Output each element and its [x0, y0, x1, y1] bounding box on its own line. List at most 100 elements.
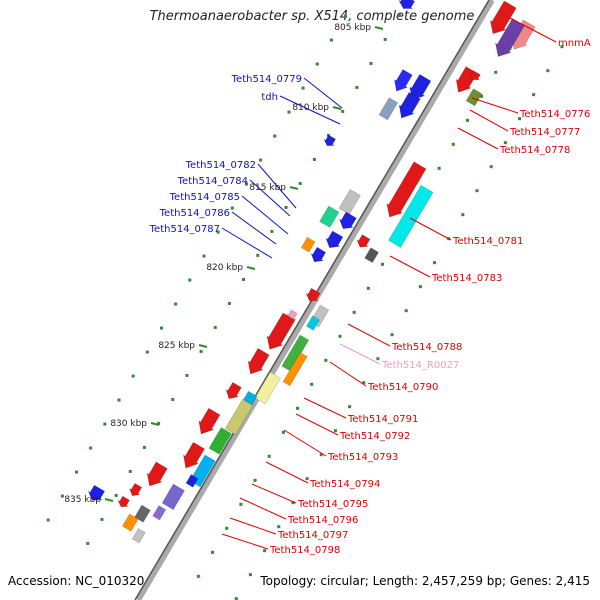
tick-mark	[196, 574, 200, 578]
scale-label: 805 kbp	[334, 23, 371, 33]
gene-feature	[338, 188, 361, 215]
right-gene-label: Teth514_0791	[347, 414, 418, 425]
gene-feature	[455, 66, 478, 93]
tick-mark	[418, 285, 422, 289]
tick-mark	[338, 334, 342, 338]
tick-mark	[131, 374, 135, 378]
tick-mark	[366, 286, 370, 290]
gene-feature	[128, 482, 143, 496]
tick-mark	[239, 502, 243, 506]
scale-label: 815 kbp	[249, 183, 286, 193]
tick-mark	[369, 61, 373, 65]
gene-feature	[152, 505, 167, 521]
gene-feature	[122, 513, 139, 532]
gene-feature	[356, 234, 371, 248]
gene-feature	[305, 287, 321, 302]
right-gene-label: Teth514_0781	[452, 236, 523, 247]
tick-mark	[253, 478, 257, 482]
gene-feature	[469, 70, 481, 81]
right-gene-label: Teth514_0798	[269, 545, 340, 556]
gene-feature	[325, 230, 344, 249]
tick-mark	[244, 182, 248, 186]
gene-feature	[146, 461, 168, 487]
tick-mark	[273, 134, 277, 138]
scale-label: 835 kbp	[64, 495, 101, 505]
gene-feature	[378, 97, 399, 121]
gene-feature	[398, 92, 421, 119]
tick-mark	[383, 37, 387, 41]
tick-mark	[546, 69, 550, 73]
tick-mark	[517, 117, 521, 121]
gene-feature	[247, 348, 270, 375]
right-gene-label: Teth514_0788	[391, 342, 462, 353]
tick-mark	[362, 381, 366, 385]
left-gene-label: Teth514_0779	[231, 74, 302, 85]
tick-mark	[291, 501, 295, 505]
gene-feature	[319, 205, 340, 228]
scale-label: 820 kbp	[206, 263, 243, 273]
gene-feature	[282, 352, 308, 387]
tick-mark	[284, 205, 288, 209]
tick-mark	[248, 573, 252, 577]
gene-feature	[224, 398, 254, 435]
tick-mark	[560, 45, 564, 49]
label-lines	[221, 17, 557, 550]
tick-mark	[267, 454, 271, 458]
right-gene-label: mnmA	[558, 38, 591, 49]
scale-label: 825 kbp	[158, 341, 195, 351]
tick-mark	[117, 398, 121, 402]
tick-mark	[348, 405, 352, 409]
tick-mark	[128, 469, 132, 473]
gene-feature	[398, 0, 415, 9]
tick-mark	[256, 253, 260, 257]
tick-mark	[376, 357, 380, 361]
tick-mark	[503, 141, 507, 145]
gene-feature	[489, 0, 517, 35]
tick-mark	[298, 181, 302, 185]
gene-feature	[465, 88, 483, 107]
tick-mark	[211, 550, 215, 554]
tick-mark	[142, 445, 146, 449]
tick-mark	[75, 470, 79, 474]
tick-mark	[532, 93, 536, 97]
tick-mark	[103, 422, 107, 426]
tick-mark	[341, 109, 345, 113]
tick-mark	[213, 325, 217, 329]
scale-layer: 805 kbp 810 kbp 815 kbp 820 kbp 825 kbp 830 k…	[64, 23, 384, 505]
tick-mark	[157, 421, 161, 425]
tick-mark	[114, 493, 118, 497]
tick-mark	[277, 525, 281, 529]
tick-mark	[319, 453, 323, 457]
tick-mark	[281, 430, 285, 434]
tick-mark	[390, 333, 394, 337]
tick-mark	[199, 349, 203, 353]
tick-mark	[202, 254, 206, 258]
tick-mark	[480, 94, 484, 98]
right-gene-label: Teth514_0796	[287, 515, 358, 526]
right-gene-label: Teth514_0794	[309, 479, 380, 490]
gene-feature	[208, 427, 232, 455]
tick-mark	[270, 229, 274, 233]
tick-mark	[312, 157, 316, 161]
tick-mark	[333, 429, 337, 433]
gene-feature	[310, 246, 327, 263]
gene-feature	[495, 18, 525, 57]
tick-mark	[494, 70, 498, 74]
tick-mark	[227, 301, 231, 305]
tick-mark	[230, 206, 234, 210]
map-title: Thermoanaerobacter sp. X514, complete ge…	[149, 9, 475, 24]
genome-summary: Topology: circular; Length: 2,457,259 bp…	[260, 574, 590, 588]
gene-feature	[338, 211, 357, 230]
tick-mark	[89, 446, 93, 450]
tick-mark	[216, 230, 220, 234]
gene-feature	[131, 528, 146, 544]
right-gene-label: Teth514_0776	[519, 109, 590, 120]
tick-mark	[259, 158, 263, 162]
right-gene-label: Teth514_0777	[509, 127, 580, 138]
gene-feature	[386, 161, 427, 218]
gene-feature	[300, 236, 316, 253]
tick-mark	[234, 597, 238, 600]
tick-mark	[315, 62, 319, 66]
tick-mark	[46, 518, 50, 522]
tick-mark	[352, 310, 356, 314]
